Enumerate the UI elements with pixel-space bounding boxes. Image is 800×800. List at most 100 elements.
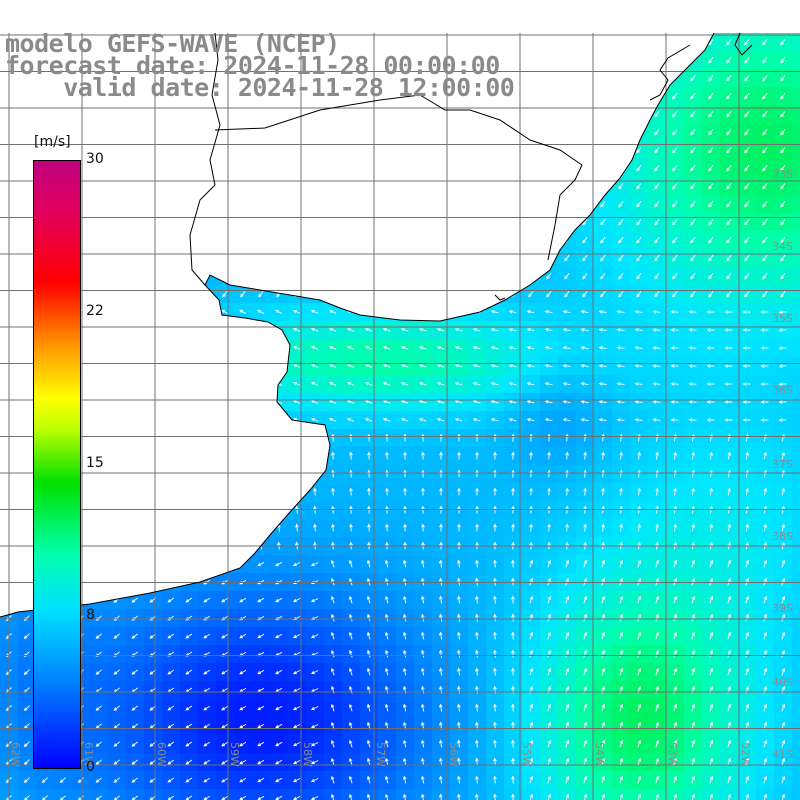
wind-arrow	[346, 363, 355, 368]
wind-arrow	[310, 724, 319, 729]
wind-cell	[792, 213, 800, 232]
wind-arrow	[742, 310, 751, 314]
latitude-label: 37S	[772, 458, 793, 471]
wind-arrow	[526, 417, 535, 422]
wind-arrow	[310, 363, 319, 368]
wind-arrow	[709, 559, 714, 568]
wind-arrow	[727, 559, 732, 568]
wind-arrow	[131, 705, 139, 711]
wind-arrow	[726, 110, 732, 118]
wind-arrow	[616, 346, 625, 350]
wind-cell	[306, 789, 325, 800]
colorbar-gradient	[33, 160, 81, 769]
wind-arrow	[637, 757, 642, 766]
wind-arrow	[565, 703, 570, 712]
wind-arrow	[780, 254, 786, 262]
wind-arrow	[673, 667, 678, 676]
wind-arrow	[760, 328, 769, 332]
wind-arrow	[637, 487, 641, 496]
wind-arrow	[348, 757, 353, 766]
wind-arrow	[619, 739, 624, 748]
wind-cell	[792, 753, 800, 772]
wind-arrow	[654, 182, 660, 190]
wind-arrow	[763, 451, 768, 460]
wind-arrow	[745, 613, 750, 622]
wind-arrow	[763, 739, 768, 748]
wind-arrow	[654, 290, 660, 298]
wind-arrow	[637, 739, 642, 748]
wind-arrow	[781, 793, 786, 800]
wind-arrow	[420, 775, 425, 784]
wind-arrow	[600, 200, 606, 208]
wind-arrow	[328, 309, 337, 314]
map-grid	[0, 33, 800, 800]
wind-cell	[792, 663, 800, 682]
wind-arrow	[601, 559, 606, 568]
wind-arrow	[598, 346, 607, 350]
wind-arrow	[526, 363, 535, 368]
wind-arrow	[655, 595, 660, 604]
latitude-label: 34S	[772, 240, 793, 253]
wind-arrow	[257, 309, 265, 314]
wind-arrow	[583, 739, 588, 748]
wind-arrow	[780, 272, 786, 280]
wind-arrow	[436, 399, 445, 404]
wind-arrow	[131, 633, 139, 639]
longitude-label: 52W	[739, 742, 752, 767]
wind-arrow	[457, 649, 461, 658]
wind-arrow	[636, 146, 642, 154]
wind-arrow	[691, 793, 696, 800]
wind-arrow	[673, 469, 678, 478]
wind-arrow	[742, 364, 751, 368]
wind-arrow	[691, 451, 696, 460]
wind-arrow	[23, 705, 30, 712]
wind-arrow	[529, 757, 534, 766]
wind-arrow	[454, 363, 463, 368]
wind-arrow	[457, 469, 461, 478]
wind-arrow	[418, 399, 427, 404]
wind-arrow	[655, 559, 660, 568]
wind-arrow	[619, 523, 623, 532]
wind-arrow	[221, 669, 229, 675]
wind-arrow	[744, 272, 750, 280]
wind-arrow	[654, 272, 660, 280]
wind-arrow	[619, 487, 623, 496]
wind-arrow	[131, 759, 139, 765]
wind-arrow	[330, 559, 335, 568]
wind-arrow	[366, 757, 371, 766]
wind-arrow	[439, 451, 443, 460]
wind-cell	[792, 465, 800, 484]
wind-arrow	[690, 254, 696, 262]
wind-arrow	[221, 597, 229, 603]
map-title: modelo GEFS-WAVE (NCEP)	[5, 29, 340, 58]
wind-cell	[126, 789, 145, 800]
wind-arrow	[367, 469, 371, 478]
wind-arrow	[580, 399, 589, 404]
wind-arrow	[744, 218, 750, 226]
wind-arrow	[690, 290, 696, 298]
wind-arrow	[421, 469, 425, 478]
wind-arrow	[709, 469, 714, 478]
wind-arrow	[113, 705, 120, 711]
wind-arrow	[709, 757, 714, 766]
wind-arrow	[366, 739, 371, 748]
wind-arrow	[688, 400, 697, 404]
wind-arrow	[384, 757, 389, 766]
wind-arrow	[652, 310, 661, 314]
wind-cell	[576, 789, 595, 800]
wind-arrow	[742, 328, 751, 332]
wind-arrow	[727, 649, 732, 658]
wind-arrow	[529, 559, 534, 568]
wind-arrow	[706, 328, 715, 332]
wind-arrow	[438, 631, 443, 640]
wind-arrow	[763, 703, 768, 712]
wind-arrow	[745, 793, 750, 800]
wind-arrow	[366, 649, 371, 658]
wind-arrow	[438, 775, 443, 784]
wind-arrow	[382, 327, 391, 332]
wind-arrow	[744, 128, 750, 136]
wind-arrow	[330, 631, 335, 640]
wind-arrow	[726, 290, 732, 298]
wind-arrow	[781, 739, 786, 748]
wind-arrow	[457, 613, 461, 622]
